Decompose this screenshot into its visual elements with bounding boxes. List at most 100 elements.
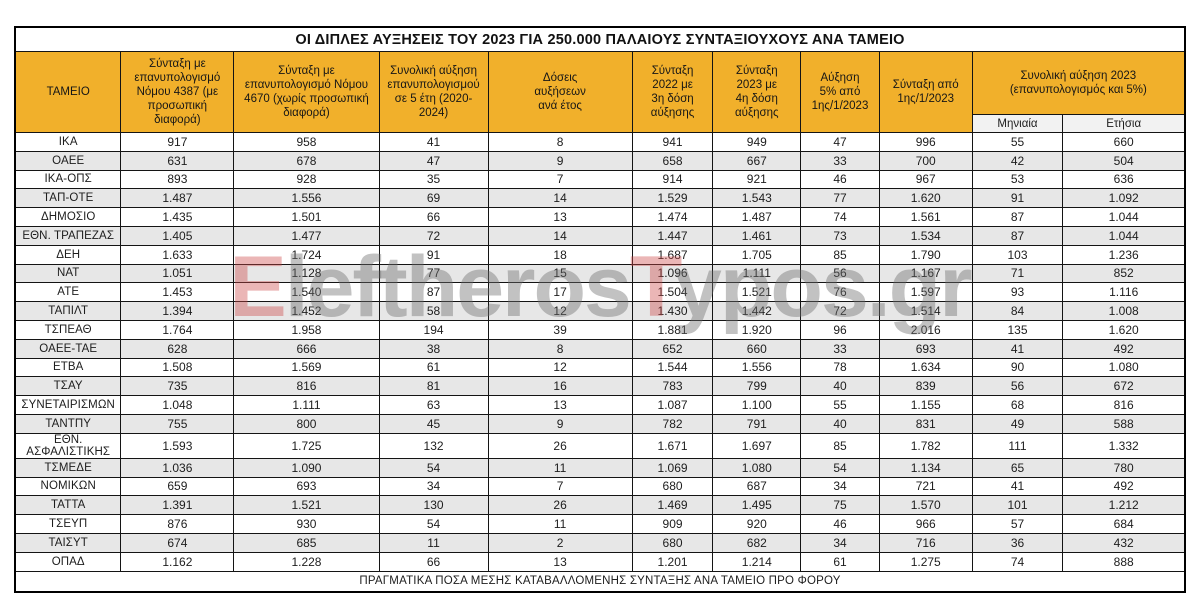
- value-cell: 816: [1062, 395, 1186, 415]
- fund-name-cell: ΤΑΝΤΠΥ: [14, 413, 122, 434]
- table-row: ΤΑΠΙΛΤ 1.394 1.452 58 12 1.430 1.442 72 1.514 84 1…: [14, 301, 1186, 321]
- value-cell: 685: [233, 532, 380, 553]
- value-cell: 35: [378, 169, 489, 190]
- value-cell: 58: [378, 301, 489, 321]
- value-cell: 1.556: [712, 357, 802, 378]
- value-cell: 15: [487, 263, 633, 284]
- value-cell: 492: [1062, 476, 1186, 497]
- value-cell: 1.540: [233, 282, 380, 303]
- value-cell: 1.634: [878, 357, 973, 378]
- value-cell: 1.096: [631, 263, 714, 284]
- value-cell: 799: [712, 376, 802, 397]
- value-cell: 130: [378, 495, 489, 516]
- value-cell: 928: [233, 169, 380, 190]
- value-cell: 93: [971, 282, 1064, 303]
- value-cell: 1.725: [233, 432, 380, 459]
- value-cell: 700: [878, 150, 973, 171]
- value-cell: 504: [1062, 150, 1186, 171]
- value-cell: 18: [487, 244, 633, 265]
- value-cell: 13: [487, 395, 633, 415]
- value-cell: 1.394: [120, 301, 235, 321]
- value-cell: 1.521: [712, 282, 802, 303]
- value-cell: 1.044: [1062, 207, 1186, 227]
- value-cell: 1.069: [631, 457, 714, 478]
- value-cell: 84: [971, 301, 1064, 321]
- value-cell: 1.212: [1062, 495, 1186, 516]
- table-row: ΑΤΕ 1.453 1.540 87 17 1.504 1.521 76 1.597 93 1.11…: [14, 282, 1186, 303]
- value-cell: 34: [800, 532, 880, 553]
- col-header-2023-pension: Σύνταξη 2023 με 4η δόση αύξησης: [712, 51, 802, 133]
- value-cell: 852: [1062, 263, 1186, 284]
- fund-name-cell: ΙΚΑ: [14, 132, 122, 152]
- value-cell: 1.534: [878, 225, 973, 246]
- col-header-5pct-increase: Αύξηση 5% από 1ης/1/2023: [800, 51, 880, 133]
- value-cell: 967: [878, 169, 973, 190]
- value-cell: 40: [800, 376, 880, 397]
- value-cell: 12: [487, 357, 633, 378]
- table-row: ΝΟΜΙΚΩΝ 659 693 34 7 680 687 34 721 41 492: [14, 476, 1186, 497]
- fund-name-cell: ΤΣΠΕΑΘ: [14, 319, 122, 340]
- table-row: ΔΕΗ 1.633 1.724 91 18 1.687 1.705 85 1.790 103 1.2…: [14, 244, 1186, 265]
- value-cell: 77: [378, 263, 489, 284]
- value-cell: 63: [378, 395, 489, 415]
- table-body: ΙΚΑ 917 958 41 8 941 949 47 996 55 660 ΟΑΕΕ 631 678 47…: [14, 132, 1186, 572]
- value-cell: 930: [233, 514, 380, 534]
- value-cell: 87: [971, 225, 1064, 246]
- fund-name-cell: ΤΑΠ-ΟΤΕ: [14, 188, 122, 209]
- value-cell: 61: [800, 551, 880, 572]
- value-cell: 716: [878, 532, 973, 553]
- value-cell: 660: [712, 338, 802, 359]
- value-cell: 1.790: [878, 244, 973, 265]
- value-cell: 1.332: [1062, 432, 1186, 459]
- fund-name-cell: ΕΘΝ. ΤΡΑΠΕΖΑΣ: [14, 225, 122, 246]
- value-cell: 8: [487, 132, 633, 152]
- value-cell: 693: [878, 338, 973, 359]
- value-cell: 680: [631, 476, 714, 497]
- fund-name-cell: ΔΗΜΟΣΙΟ: [14, 207, 122, 227]
- fund-name-cell: ΟΠΑΔ: [14, 551, 122, 572]
- value-cell: 75: [800, 495, 880, 516]
- fund-name-cell: ΤΑΠΙΛΤ: [14, 301, 122, 321]
- value-cell: 17: [487, 282, 633, 303]
- value-cell: 816: [233, 376, 380, 397]
- value-cell: 1.920: [712, 319, 802, 340]
- value-cell: 12: [487, 301, 633, 321]
- col-header-2022-pension: Σύνταξη 2022 με 3η δόση αύξησης: [631, 51, 714, 133]
- value-cell: 693: [233, 476, 380, 497]
- value-cell: 631: [120, 150, 235, 171]
- value-cell: 1.477: [233, 225, 380, 246]
- value-cell: 61: [378, 357, 489, 378]
- value-cell: 85: [800, 244, 880, 265]
- value-cell: 1.501: [233, 207, 380, 227]
- value-cell: 674: [120, 532, 235, 553]
- value-cell: 1.697: [712, 432, 802, 459]
- value-cell: 941: [631, 132, 714, 152]
- value-cell: 14: [487, 188, 633, 209]
- value-cell: 8: [487, 338, 633, 359]
- value-cell: 49: [971, 413, 1064, 434]
- value-cell: 73: [800, 225, 880, 246]
- value-cell: 111: [971, 432, 1064, 459]
- col-header-law4387: Σύνταξη με επανυπολογισμό Νόμου 4387 (με…: [120, 51, 235, 133]
- value-cell: 920: [712, 514, 802, 534]
- value-cell: 1.570: [878, 495, 973, 516]
- value-cell: 45: [378, 413, 489, 434]
- value-cell: 76: [800, 282, 880, 303]
- value-cell: 636: [1062, 169, 1186, 190]
- value-cell: 72: [378, 225, 489, 246]
- table-row: ΟΑΕΕ-ΤΑΕ 628 666 38 8 652 660 33 693 41 492: [14, 338, 1186, 359]
- fund-name-cell: ΤΣΕΥΠ: [14, 514, 122, 534]
- value-cell: 1.447: [631, 225, 714, 246]
- value-cell: 7: [487, 169, 633, 190]
- table-row: ΣΥΝΕΤΑΙΡΙΣΜΩΝ 1.048 1.111 63 13 1.087 1.100 55 1…: [14, 395, 1186, 415]
- value-cell: 588: [1062, 413, 1186, 434]
- value-cell: 432: [1062, 532, 1186, 553]
- fund-name-cell: ΝΟΜΙΚΩΝ: [14, 476, 122, 497]
- value-cell: 47: [800, 132, 880, 152]
- value-cell: 687: [712, 476, 802, 497]
- value-cell: 1.442: [712, 301, 802, 321]
- value-cell: 55: [800, 395, 880, 415]
- value-cell: 13: [487, 207, 633, 227]
- value-cell: 917: [120, 132, 235, 152]
- value-cell: 888: [1062, 551, 1186, 572]
